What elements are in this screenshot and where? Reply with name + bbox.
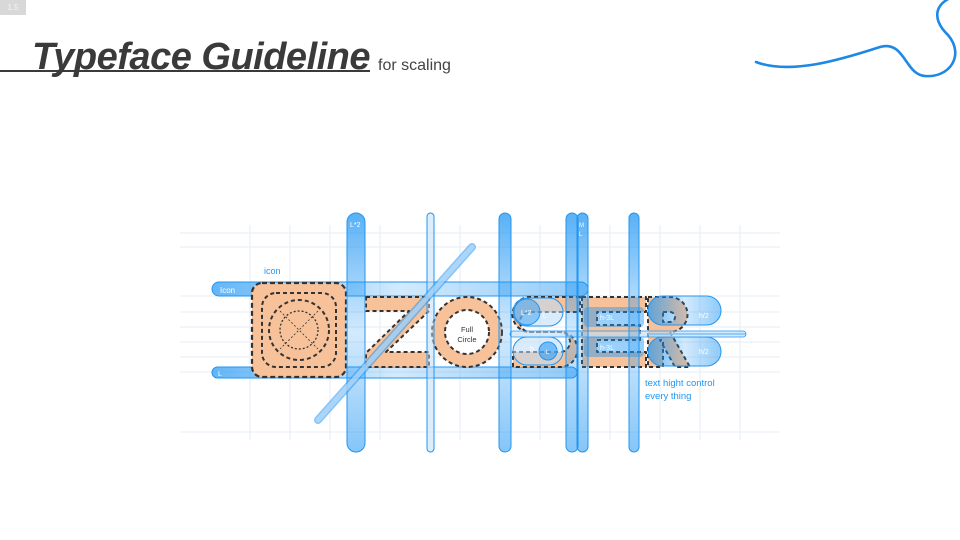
- midline-guide: [509, 330, 747, 338]
- vertical-guides: [346, 212, 640, 453]
- s-top-small-label: L: [543, 314, 547, 320]
- s-top-label: L*2: [521, 310, 532, 317]
- letter-o: Full Circle: [431, 296, 503, 368]
- diagonal-guide-inner: [315, 244, 475, 423]
- s-bottom-left-label: h: [530, 346, 534, 353]
- slide-number-badge: 1.5: [0, 0, 26, 15]
- vertical-guide-l2: [346, 212, 366, 453]
- vertical-guide-o: [498, 212, 512, 453]
- vertical-guide-z: [426, 212, 435, 453]
- note-line-1: text hight control: [645, 378, 715, 389]
- s-bottom-small-label: L: [546, 350, 550, 356]
- note-line-2: every thing: [645, 391, 691, 402]
- icon-bar-label: Icon: [220, 286, 235, 295]
- r-bottom-label: h/2: [699, 349, 709, 356]
- m-column-label-line2: L: [579, 232, 583, 238]
- m-column-label-line1: M: [579, 223, 584, 229]
- r-top-label: h/2: [699, 313, 709, 320]
- icon-glyph: [250, 281, 348, 379]
- page-subtitle: for scaling: [378, 57, 451, 74]
- full-circle-label-line1: Full: [461, 325, 473, 334]
- decorative-curve: [754, 0, 957, 78]
- vertical-guide-e: [628, 212, 640, 453]
- vertical-guide-s: [565, 212, 579, 453]
- vertical-guide-m: [576, 212, 589, 453]
- title-underline: [0, 70, 370, 72]
- bottom-bar-label: L: [218, 371, 222, 378]
- e-top-label: h-3L: [600, 315, 614, 322]
- letter-r: h/2 h/2: [647, 295, 746, 368]
- e-bottom-label: h-3L: [600, 345, 614, 352]
- l-times-2-column-label: L*2: [350, 222, 361, 229]
- full-circle-label-line2: Circle: [457, 335, 476, 344]
- icon-label: icon: [264, 266, 281, 276]
